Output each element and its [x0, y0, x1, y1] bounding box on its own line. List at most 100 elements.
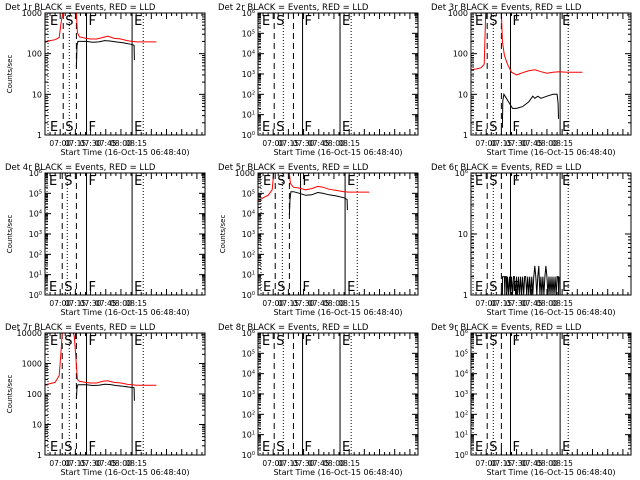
det-2r-xlabel: Start Time (16-Oct-15 06:48:40)	[273, 148, 402, 157]
det-3r-ytick-label-0: 1	[463, 131, 468, 140]
det-6r-series-events	[501, 265, 560, 295]
det-2r-ytick-label-6: 106	[242, 9, 255, 18]
det-5r-xtick-label-0: 07:00	[262, 299, 284, 308]
det-8r-xlabel: Start Time (16-Oct-15 06:48:40)	[273, 468, 402, 477]
det-8r-marker-label-4: F	[305, 440, 312, 455]
det-6r-xtick-label-3: 07:45	[521, 299, 543, 308]
det-7r-marker-label-0: E	[50, 440, 58, 455]
det-3r-series-lld	[471, 13, 583, 76]
det-7r-xtick-label-1: 07:15	[65, 459, 87, 468]
det-1r-xtick-label-3: 07:45	[95, 139, 117, 148]
det-3r-xtick-label-2: 07:30	[506, 139, 528, 148]
det-5r-ytick-label-6: 1000	[235, 169, 255, 178]
det-1r-marker-label-4: F	[89, 120, 96, 135]
det-9r-ytick-label-0: 100	[455, 451, 468, 460]
det-2r-ytick-label-5: 105	[242, 29, 255, 38]
det-4r-ytick-label-2: 102	[29, 250, 42, 259]
det-4r-marker-label-top-0: E	[49, 174, 57, 189]
det-9r-marker-label-top-0: E	[475, 334, 483, 349]
det-9r-xtick-label-2: 07:30	[506, 459, 528, 468]
det-1r-ytick-label-2: 100	[27, 50, 42, 59]
det-4r-ytick-label-6: 106	[29, 169, 42, 178]
det-3r-marker-label-top-4: F	[512, 14, 519, 29]
det-7r-marker-label-5: E	[134, 440, 142, 455]
det-2r-xtick-label-3: 07:45	[308, 139, 330, 148]
det-7r-ytick-label-4: 10000	[17, 329, 42, 338]
det-9r-ytick-label-4: 104	[455, 370, 468, 379]
det-2r-xtick-label-5: 08:15	[338, 139, 360, 148]
det-4r-xtick-label-0: 07:00	[49, 299, 71, 308]
det-8r-xtick-label-0: 07:00	[262, 459, 284, 468]
det-4r-xtick-label-3: 07:45	[95, 299, 117, 308]
det-2r-xtick-label-1: 07:15	[278, 139, 300, 148]
det-3r-xtick-label-5: 08:15	[551, 139, 573, 148]
det-9r-xtick-label-4: 08:00	[536, 459, 558, 468]
det-4r-ytick-label-5: 105	[29, 189, 42, 198]
det-6r-ytick-label-0: 1	[463, 291, 468, 300]
det-7r-marker-label-4: F	[89, 440, 96, 455]
det-2r-ytick-label-3: 103	[242, 70, 255, 79]
det-5r-ytick-label-2: 102	[242, 250, 255, 259]
det-9r-title: Det 9r BLACK = Events, RED = LLD	[431, 323, 582, 333]
det-6r-chart: Det 6r BLACK = Events, RED = LLDEESSFFEE…	[431, 163, 632, 317]
det-4r-ytick-label-0: 100	[29, 291, 42, 300]
det-3r-marker-label-top-5: E	[562, 14, 570, 29]
det-6r-marker-label-top-5: E	[562, 174, 570, 189]
det-1r-xtick-label-4: 08:00	[110, 139, 132, 148]
det-3r-marker-label-5: E	[562, 120, 570, 135]
det-6r-ytick-label-2: 106	[455, 169, 468, 178]
det-3r-ytick-label-3: 1000	[448, 9, 468, 18]
det-7r-xlabel: Start Time (16-Oct-15 06:48:40)	[60, 468, 189, 477]
det-2r-xtick-label-0: 07:00	[262, 139, 284, 148]
det-4r-marker-label-4: F	[89, 280, 96, 295]
det-1r-marker-label-top-0: E	[50, 14, 58, 29]
det-3r-xtick-label-4: 08:00	[536, 139, 558, 148]
det-2r-marker-label-0: E	[262, 120, 270, 135]
det-4r-xlabel: Start Time (16-Oct-15 06:48:40)	[60, 308, 189, 317]
det-9r-marker-label-top-5: E	[562, 334, 570, 349]
det-8r-marker-label-top-4: F	[305, 334, 312, 349]
det-6r-marker-label-5: E	[562, 280, 570, 295]
det-5r-ytick-label-0: 100	[242, 291, 255, 300]
det-1r-xtick-label-1: 07:15	[65, 139, 87, 148]
det-9r-marker-label-5: E	[562, 440, 570, 455]
det-1r-marker-label-5: E	[134, 120, 142, 135]
det-9r-ytick-label-6: 106	[455, 329, 468, 338]
det-4r-marker-label-top-5: E	[134, 174, 142, 189]
det-4r-marker-label-1: S	[64, 280, 72, 295]
det-3r-marker-label-top-0: E	[475, 14, 483, 29]
det-8r-ytick-label-0: 100	[242, 451, 255, 460]
det-7r-series-events	[75, 383, 135, 401]
det-1r-xlabel: Start Time (16-Oct-15 06:48:40)	[60, 148, 189, 157]
det-4r-marker-label-top-4: F	[89, 174, 96, 189]
det-1r-marker-label-top-4: F	[89, 14, 96, 29]
det-7r-chart: Det 7r BLACK = Events, RED = LLDEESSFFEE…	[5, 323, 206, 477]
det-2r-marker-label-top-4: F	[305, 14, 312, 29]
det-5r-marker-label-5: E	[347, 280, 355, 295]
det-6r-marker-label-top-0: E	[475, 174, 483, 189]
det-4r-xtick-label-1: 07:15	[65, 299, 87, 308]
det-7r-title: Det 7r BLACK = Events, RED = LLD	[5, 323, 156, 333]
det-4r-ytick-label-1: 101	[29, 271, 42, 280]
det-6r-xtick-label-4: 08:00	[536, 299, 558, 308]
det-5r-series-lld	[258, 173, 370, 202]
det-1r-chart: Det 1r BLACK = Events, RED = LLDEESSFFEE…	[5, 3, 206, 157]
det-5r-ytick-label-4: 104	[242, 210, 255, 219]
det-1r-marker-label-top-5: E	[134, 14, 142, 29]
det-9r-ytick-label-2: 102	[455, 410, 468, 419]
det-4r-xtick-label-4: 08:00	[110, 299, 132, 308]
det-7r-ytick-label-2: 100	[27, 390, 42, 399]
det-5r-marker-label-4: F	[303, 280, 310, 295]
det-8r-marker-label-top-5: E	[342, 334, 350, 349]
det-6r-xtick-label-2: 07:30	[506, 299, 528, 308]
det-7r-marker-label-top-0: E	[50, 334, 58, 349]
det-5r-chart: Det 5r BLACK = Events, RED = LLDEESSFFEE…	[218, 163, 419, 317]
det-1r-ytick-label-3: 1000	[22, 9, 42, 18]
det-9r-ytick-label-5: 105	[455, 349, 468, 358]
det-4r-ytick-label-3: 103	[29, 230, 42, 239]
det-1r-marker-label-0: E	[50, 120, 58, 135]
det-3r-title: Det 3r BLACK = Events, RED = LLD	[431, 3, 582, 13]
det-7r-marker-label-top-5: E	[134, 334, 142, 349]
det-6r-marker-label-0: E	[475, 280, 483, 295]
